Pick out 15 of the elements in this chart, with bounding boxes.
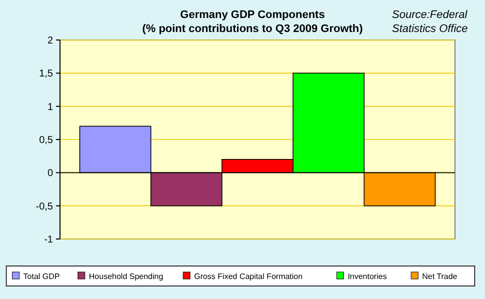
- legend-label: Net Trade: [422, 272, 458, 281]
- legend-label: Gross Fixed Capital Formation: [194, 272, 303, 281]
- y-tick-label: 2: [47, 36, 54, 46]
- y-tick-label: 1,5: [39, 68, 54, 80]
- source-note: Source:Federal Statistics Office: [392, 9, 468, 35]
- y-tick-label: 0: [47, 168, 54, 180]
- y-tick-label: 0,5: [39, 135, 54, 146]
- y-tick-label: -0,5: [36, 201, 54, 212]
- chart-title: Germany GDP Components: [180, 9, 325, 21]
- legend-label: Inventories: [348, 272, 387, 281]
- y-tick-label: 1: [47, 102, 54, 113]
- legend-label: Total GDP: [23, 272, 60, 281]
- y-tick-label: -1: [44, 234, 54, 246]
- chart-subtitle: (% point contributions to Q3 2009 Growth): [142, 23, 364, 35]
- legend-label: Household Spending: [88, 272, 164, 281]
